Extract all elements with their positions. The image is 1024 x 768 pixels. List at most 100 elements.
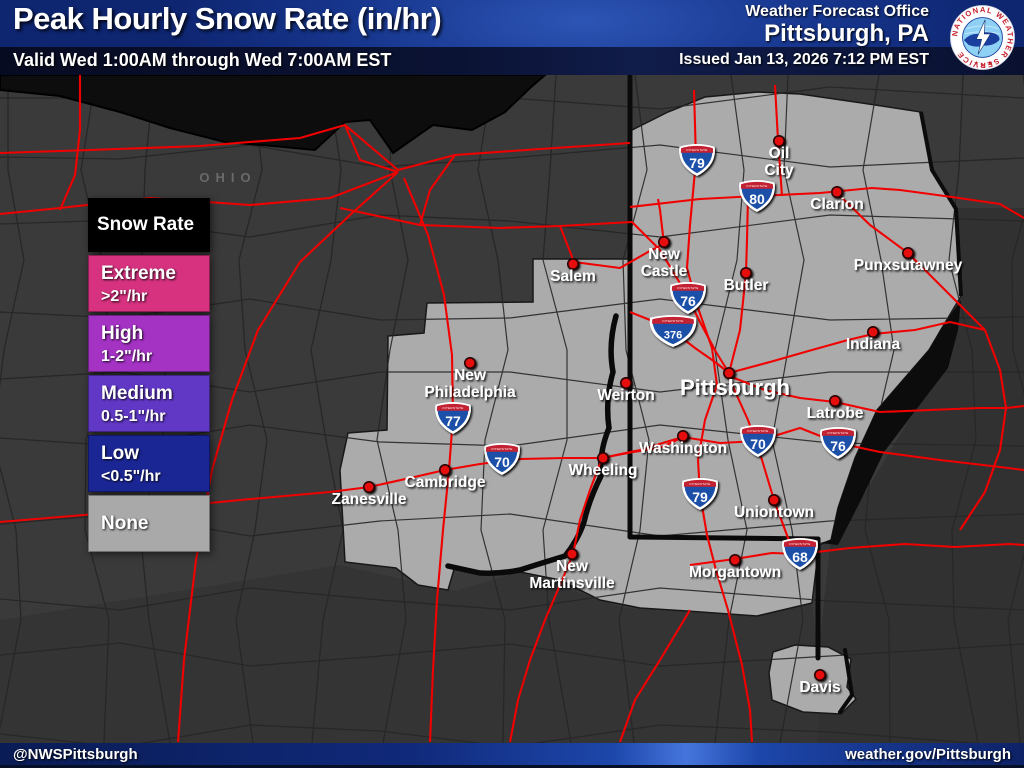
city-punxsutawney: Punxsutawney bbox=[854, 247, 963, 274]
legend-item-label: Medium bbox=[101, 383, 173, 404]
city-label: Washington bbox=[639, 440, 727, 457]
city-label: New bbox=[556, 558, 589, 575]
city-label: Latrobe bbox=[807, 405, 864, 422]
logo-lightning-bolt bbox=[975, 19, 992, 55]
shield-number: 70 bbox=[494, 454, 510, 470]
city-pittsburgh: Pittsburgh bbox=[680, 366, 790, 400]
shield-top-text: INTERSTATE bbox=[789, 542, 810, 546]
city-salem: Salem bbox=[550, 257, 596, 285]
logo-star: ★ bbox=[974, 60, 980, 67]
city-dot bbox=[767, 493, 780, 506]
cwa-east-edge bbox=[820, 300, 961, 545]
legend-item-high: High 1-2"/hr bbox=[88, 315, 210, 372]
shield-number: 76 bbox=[680, 293, 696, 309]
office-location: Pittsburgh, PA bbox=[764, 20, 929, 47]
interstate-shield-376: INTERSTATE 376 bbox=[649, 314, 697, 347]
city-label: Punxsutawney bbox=[854, 257, 963, 274]
lake-erie bbox=[0, 74, 548, 155]
city-uniontown: Uniontown bbox=[734, 493, 814, 521]
interstate-shield-70: INTERSTATE 70 bbox=[740, 424, 776, 457]
interstate-shield-77: INTERSTATE 77 bbox=[435, 401, 471, 434]
legend-item-extreme: Extreme >2"/hr bbox=[88, 255, 210, 312]
city-label: Martinsville bbox=[529, 575, 615, 592]
city-davis: Davis bbox=[799, 668, 841, 696]
state-label-ohio: OHIO bbox=[199, 170, 256, 185]
shield-number: 68 bbox=[792, 549, 808, 565]
city-label: Philadelphia bbox=[424, 384, 516, 401]
shield-top-text: INTERSTATE bbox=[491, 447, 512, 451]
city-dot bbox=[619, 376, 632, 389]
shield-top-text: INTERSTATE bbox=[442, 406, 463, 410]
legend-item-range: 0.5-1"/hr bbox=[101, 408, 166, 425]
city-cambridge: Cambridge bbox=[405, 463, 486, 491]
city-dot bbox=[866, 325, 879, 338]
city-dot bbox=[722, 366, 735, 379]
interstate-shield-70: INTERSTATE 70 bbox=[484, 442, 520, 475]
city-dot bbox=[813, 668, 826, 681]
city-wheeling: Wheeling bbox=[569, 451, 638, 479]
city-label: Castle bbox=[641, 263, 688, 280]
city-label: Wheeling bbox=[569, 462, 638, 479]
city-label: Clarion bbox=[810, 196, 863, 213]
city-label: Salem bbox=[550, 268, 596, 285]
highway-network bbox=[0, 75, 1024, 743]
city-label: Indiana bbox=[846, 336, 901, 353]
shield-top-text: INTERSTATE bbox=[827, 431, 848, 435]
city-clarion: Clarion bbox=[810, 186, 864, 213]
footer-website: weather.gov/Pittsburgh bbox=[845, 745, 1011, 763]
city-dot bbox=[739, 266, 752, 279]
header-banner: Peak Hourly Snow Rate (in/hr) Valid Wed … bbox=[0, 0, 1024, 75]
legend-item-low: Low <0.5"/hr bbox=[88, 435, 210, 492]
interstate-shields: INTERSTATE79INTERSTATE80INTERSTATE76INTE… bbox=[435, 143, 856, 570]
city-label: Cambridge bbox=[405, 474, 486, 491]
footer-social-handle: @NWSPittsburgh bbox=[13, 745, 138, 763]
city-latrobe: Latrobe bbox=[807, 394, 864, 422]
legend-item-range: 1-2"/hr bbox=[101, 348, 153, 365]
city-zanesville: Zanesville bbox=[332, 480, 407, 508]
legend-item-medium: Medium 0.5-1"/hr bbox=[88, 375, 210, 432]
shield-top-text: INTERSTATE bbox=[746, 184, 767, 188]
shield-number: 80 bbox=[749, 191, 765, 207]
interstate-shield-76: INTERSTATE 76 bbox=[820, 426, 856, 459]
interstate-shield-79: INTERSTATE 79 bbox=[682, 477, 718, 510]
shield-number: 376 bbox=[664, 330, 682, 342]
state-borders bbox=[627, 72, 855, 714]
city-dot bbox=[901, 247, 914, 260]
city-indiana: Indiana bbox=[846, 325, 901, 353]
logo-star: ★ bbox=[987, 60, 993, 67]
shield-number: 76 bbox=[830, 438, 846, 454]
legend-item-range: <0.5"/hr bbox=[101, 468, 161, 485]
city-dot bbox=[565, 547, 578, 560]
city-weirton: Weirton bbox=[597, 376, 655, 404]
city-label: City bbox=[764, 162, 794, 179]
shield-number: 79 bbox=[692, 489, 708, 505]
issued-time-label: Issued Jan 13, 2026 7:12 PM EST bbox=[679, 51, 929, 68]
city-label: New bbox=[648, 246, 681, 263]
logo-star: ★ bbox=[980, 62, 986, 69]
snow-rate-legend: Snow Rate Extreme >2"/hr High 1-2"/hr Medium… bbox=[88, 198, 210, 552]
city-morgantown: Morgantown bbox=[689, 553, 781, 581]
interstate-shield-80: INTERSTATE 80 bbox=[739, 179, 775, 212]
ohio-river bbox=[445, 313, 619, 576]
south-dark-region bbox=[0, 565, 818, 743]
cwa-east-border bbox=[919, 111, 963, 297]
city-label: Butler bbox=[724, 277, 769, 294]
legend-item-label: Extreme bbox=[101, 263, 176, 284]
city-butler: Butler bbox=[724, 266, 769, 294]
city-dot bbox=[566, 257, 579, 270]
shield-top-text: INTERSTATE bbox=[686, 148, 707, 152]
shield-number: 77 bbox=[445, 413, 461, 429]
header-title-bar bbox=[0, 0, 1024, 47]
city-dot bbox=[657, 236, 670, 249]
city-dot bbox=[728, 553, 741, 566]
interstate-shield-76: INTERSTATE 76 bbox=[670, 281, 706, 314]
shield-number: 79 bbox=[689, 155, 705, 171]
shield-top-text: INTERSTATE bbox=[689, 482, 710, 486]
forecast-area-none bbox=[339, 91, 962, 617]
city-label: Pittsburgh bbox=[680, 375, 790, 400]
shield-top-text: INTERSTATE bbox=[662, 319, 683, 323]
city-label: New bbox=[454, 367, 487, 384]
city-label: Uniontown bbox=[734, 504, 814, 521]
